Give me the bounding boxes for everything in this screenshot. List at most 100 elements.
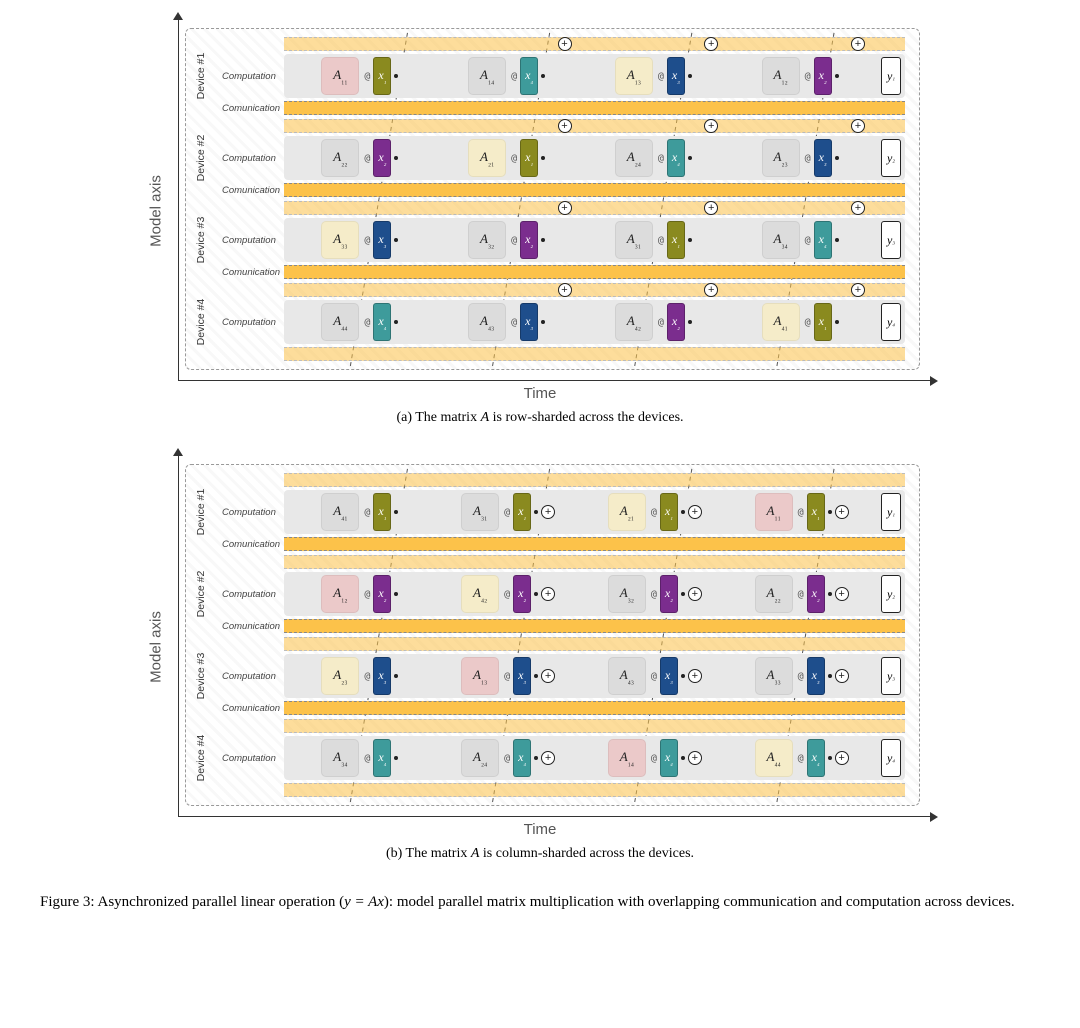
vector-block: x₄ (513, 739, 531, 777)
vector-block: x₁ (814, 303, 832, 341)
vector-block: x₄ (667, 139, 685, 177)
vector-block: x₂ (520, 221, 538, 259)
subcaption-b: (b) The matrix A is column-sharded acros… (40, 846, 1040, 862)
vector-block: x₁ (660, 493, 678, 531)
vector-block: x₃ (373, 657, 391, 695)
step: A₄₂@x₂+ (435, 575, 582, 613)
device-row-3: Device #3xComputationA₂₃@x₃A₁₃@x₃+A₄₃@x₃… (190, 635, 911, 717)
add-icon: + (688, 669, 702, 683)
step: A₄₃@x₃+ (435, 303, 582, 341)
device-row-1: Device #1xComputationA₁₁@x₁A₁₄@x₄+A₁₃@x₃… (190, 35, 911, 117)
add-icon: + (688, 587, 702, 601)
vector-block: x₃ (373, 221, 391, 259)
step: A₂₁@x₁+ (582, 493, 729, 531)
matrix-block: A₃₄ (321, 739, 359, 777)
step: A₂₁@x₁+ (435, 139, 582, 177)
vector-block: x₂ (814, 57, 832, 95)
matrix-block: A₂₄ (461, 739, 499, 777)
diagram-a-wrap: Model axis Device #1xComputationA₁₁@x₁A₁… (150, 20, 930, 402)
step: A₃₃@x₃ (288, 221, 435, 259)
step: A₃₁@x₁+ (435, 493, 582, 531)
output-block: y₂ (881, 575, 901, 613)
matrix-block: A₁₄ (468, 57, 506, 95)
step: A₁₂@x₂ (288, 575, 435, 613)
step: A₃₄@x₄ (288, 739, 435, 777)
device-row-4: Device #4xComputationA₄₄@x₄A₄₃@x₃+A₄₂@x₂… (190, 281, 911, 363)
subfigure-a: Model axis Device #1xComputationA₁₁@x₁A₁… (40, 20, 1040, 426)
add-icon: + (851, 283, 865, 297)
matrix-block: A₁₂ (762, 57, 800, 95)
matrix-block: A₄₁ (321, 493, 359, 531)
output-block: y₄ (881, 303, 901, 341)
device-row-2: Device #2xComputationA₁₂@x₂A₄₂@x₂+A₃₂@x₂… (190, 553, 911, 635)
matrix-block: A₂₃ (321, 657, 359, 695)
matrix-block: A₂₁ (608, 493, 646, 531)
step: A₂₂@x₂+ (728, 575, 875, 613)
device-label: Device #2 (195, 563, 207, 625)
step: A₃₄@x₄+ (728, 221, 875, 259)
vector-block: x₄ (520, 57, 538, 95)
matrix-block: A₄₁ (762, 303, 800, 341)
device-row-4: Device #4xComputationA₃₄@x₄A₂₄@x₄+A₁₄@x₄… (190, 717, 911, 799)
matrix-block: A₃₂ (468, 221, 506, 259)
add-icon: + (688, 751, 702, 765)
device-label: Device #1 (195, 481, 207, 543)
add-icon: + (851, 37, 865, 51)
vector-block: x₄ (660, 739, 678, 777)
matrix-block: A₄₃ (608, 657, 646, 695)
matrix-block: A₂₄ (615, 139, 653, 177)
add-icon: + (835, 751, 849, 765)
matrix-block: A₄₂ (461, 575, 499, 613)
vector-block: x₂ (373, 139, 391, 177)
step: A₁₃@x₃+ (582, 57, 729, 95)
add-icon: + (835, 505, 849, 519)
matrix-block: A₁₁ (755, 493, 793, 531)
step: A₃₁@x₁+ (582, 221, 729, 259)
vector-block: x₄ (814, 221, 832, 259)
matrix-block: A₄₄ (321, 303, 359, 341)
add-icon: + (558, 201, 572, 215)
matrix-block: A₄₃ (468, 303, 506, 341)
device-label: Device #3 (195, 645, 207, 707)
model-axis-label: Model axis (147, 175, 164, 247)
matrix-block: A₃₁ (461, 493, 499, 531)
add-icon: + (688, 505, 702, 519)
step: A₂₄@x₄+ (582, 139, 729, 177)
add-icon: + (851, 201, 865, 215)
step: A₁₄@x₄+ (435, 57, 582, 95)
matrix-block: A₃₃ (755, 657, 793, 695)
device-label: Device #4 (195, 291, 207, 353)
add-icon: + (541, 751, 555, 765)
vector-block: x₃ (520, 303, 538, 341)
inner-box-a: Device #1xComputationA₁₁@x₁A₁₄@x₄+A₁₃@x₃… (185, 28, 920, 370)
subcaption-a: (a) The matrix A is row-sharded across t… (40, 410, 1040, 426)
step: A₂₄@x₄+ (435, 739, 582, 777)
vector-block: x₁ (373, 57, 391, 95)
add-icon: + (835, 669, 849, 683)
output-block: y₄ (881, 739, 901, 777)
step: A₁₃@x₃+ (435, 657, 582, 695)
vector-block: x₃ (807, 657, 825, 695)
step: A₄₄@x₄ (288, 303, 435, 341)
output-block: y₂ (881, 139, 901, 177)
output-block: y₁ (881, 493, 901, 531)
add-icon: + (835, 587, 849, 601)
vector-block: x₃ (814, 139, 832, 177)
add-icon: + (541, 587, 555, 601)
output-block: y₁ (881, 57, 901, 95)
add-icon: + (541, 669, 555, 683)
step: A₁₂@x₂+ (728, 57, 875, 95)
step: A₁₁@x₁ (288, 57, 435, 95)
matrix-block: A₁₃ (615, 57, 653, 95)
step: A₂₃@x₃ (288, 657, 435, 695)
vector-block: x₁ (373, 493, 391, 531)
vector-block: x₁ (807, 493, 825, 531)
figure-caption: Figure 3: Asynchronized parallel linear … (40, 892, 1040, 914)
vector-block: x₄ (373, 739, 391, 777)
add-icon: + (541, 505, 555, 519)
vector-block: x₁ (667, 221, 685, 259)
add-icon: + (558, 119, 572, 133)
chart-area-b: Device #1xComputationA₄₁@x₁A₃₁@x₁+A₂₁@x₁… (178, 456, 930, 817)
matrix-block: A₂₂ (321, 139, 359, 177)
matrix-block: A₄₂ (615, 303, 653, 341)
